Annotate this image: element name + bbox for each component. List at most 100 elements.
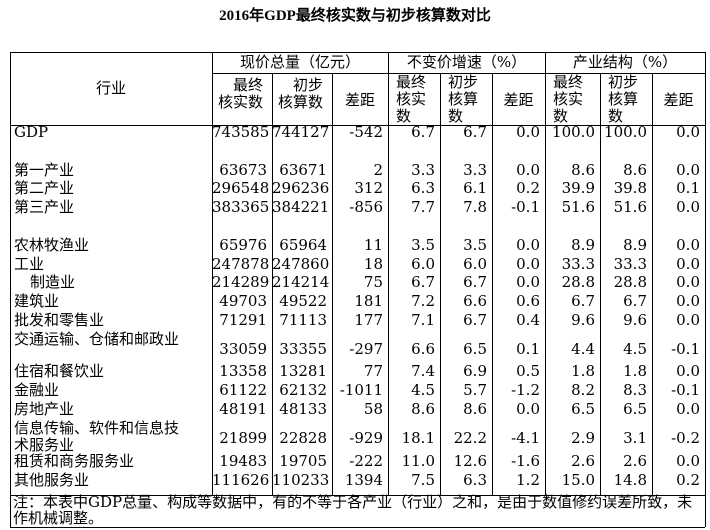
cell: 0.4: [516, 311, 540, 329]
cell: 75: [363, 273, 383, 291]
header-sub: 差距: [503, 91, 534, 109]
cell: 3.5: [463, 236, 487, 254]
cell: 0.0: [516, 236, 540, 254]
cell: 7.2: [411, 292, 435, 310]
cell: 110233: [272, 471, 330, 489]
cell: 6.5: [463, 340, 487, 358]
cell: 7.4: [411, 362, 435, 380]
rule: [705, 52, 706, 527]
cell: -222: [349, 452, 383, 470]
rule: [440, 73, 441, 495]
cell: 181: [354, 292, 383, 310]
cell: 8.6: [463, 400, 487, 418]
cell: 39.8: [613, 179, 647, 197]
cell: 15.0: [561, 471, 595, 489]
cell: 63671: [279, 161, 327, 179]
rule: [652, 73, 653, 495]
cell: 0.0: [676, 255, 700, 273]
industry: 其他服务业: [14, 471, 90, 489]
cell: 71113: [279, 311, 327, 329]
cell: 0.0: [676, 311, 700, 329]
rule: [10, 52, 705, 53]
cell: 33059: [219, 340, 267, 358]
cell: 13281: [279, 362, 327, 380]
cell: -856: [349, 198, 383, 216]
industry: 农林牧渔业: [14, 236, 90, 254]
cell: 100.0: [552, 123, 595, 141]
cell: 4.5: [411, 381, 435, 399]
cell: 48133: [279, 400, 327, 418]
cell: 8.3: [623, 381, 647, 399]
cell: 19705: [279, 452, 327, 470]
cell: 51.6: [561, 198, 595, 216]
cell: -0.1: [671, 340, 700, 358]
cell: 22828: [279, 429, 327, 447]
header-group: 不变价增速（%）: [406, 53, 527, 71]
cell: 4.5: [623, 340, 647, 358]
rule: [10, 495, 705, 496]
cell: 33355: [279, 340, 327, 358]
cell: 0.0: [516, 400, 540, 418]
cell: 6.3: [411, 179, 435, 197]
cell: 6.3: [463, 471, 487, 489]
cell: 6.7: [411, 123, 435, 141]
industry: 第三产业: [14, 198, 75, 216]
rule: [10, 125, 705, 126]
cell: 0.0: [676, 161, 700, 179]
cell: 111626: [212, 471, 270, 489]
rule: [212, 73, 705, 74]
cell: 6.6: [463, 292, 487, 310]
cell: 9.6: [571, 311, 595, 329]
header-group: 产业结构（%）: [572, 53, 678, 71]
cell: 743585: [212, 123, 270, 141]
industry: 住宿和餐饮业: [14, 362, 105, 380]
cell: 0.0: [676, 400, 700, 418]
cell: 100.0: [604, 123, 647, 141]
cell: 18: [363, 255, 383, 273]
industry: 第一产业: [14, 161, 75, 179]
industry: 工业: [14, 255, 45, 273]
cell: 3.3: [463, 161, 487, 179]
cell: 3.5: [411, 236, 435, 254]
cell: 33.3: [561, 255, 595, 273]
cell: 6.7: [463, 311, 487, 329]
industry: 金融业: [14, 381, 60, 399]
header-group: 现价总量（亿元）: [239, 53, 360, 71]
cell: 177: [354, 311, 383, 329]
cell: 247860: [272, 255, 330, 273]
header-sub: 差距: [344, 91, 375, 109]
cell: 3.1: [623, 429, 647, 447]
cell: 6.7: [623, 292, 647, 310]
cell: 0.0: [676, 123, 700, 141]
cell: 0.0: [516, 255, 540, 273]
cell: 6.5: [623, 400, 647, 418]
cell: -929: [349, 429, 383, 447]
cell: -1.2: [511, 381, 540, 399]
rule: [10, 527, 705, 528]
cell: 6.7: [571, 292, 595, 310]
cell: 6.7: [411, 273, 435, 291]
header-sub: 最终核实数: [553, 73, 584, 125]
cell: 33.3: [613, 255, 647, 273]
header-sub: 最终核实数: [218, 76, 264, 111]
cell: 1.2: [516, 471, 540, 489]
cell: 8.2: [571, 381, 595, 399]
cell: 62132: [279, 381, 327, 399]
cell: -0.1: [511, 198, 540, 216]
cell: 65976: [219, 236, 267, 254]
cell: 8.6: [411, 400, 435, 418]
header-sub: 初步核算数: [608, 73, 639, 125]
cell: 48191: [219, 400, 267, 418]
cell: 13358: [219, 362, 267, 380]
rule: [272, 73, 273, 495]
cell: 0.1: [516, 340, 540, 358]
cell: 11: [363, 236, 383, 254]
cell: 384221: [272, 198, 330, 216]
cell: 51.6: [613, 198, 647, 216]
cell: -1011: [339, 381, 383, 399]
cell: 2.6: [571, 452, 595, 470]
rule: [545, 52, 546, 495]
industry: 批发和零售业: [14, 311, 105, 329]
cell: 8.6: [623, 161, 647, 179]
